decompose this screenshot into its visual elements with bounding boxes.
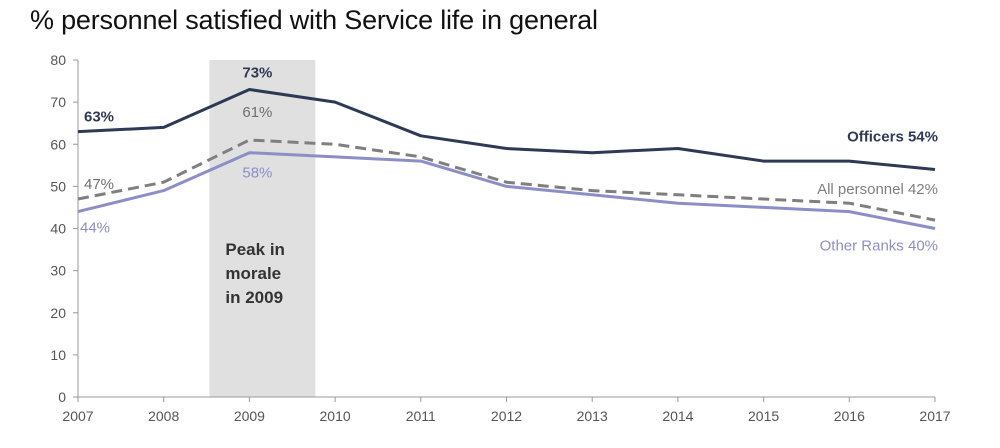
data-label-start: 63% [84,109,114,126]
peak-highlight-band [209,60,316,397]
data-label-peak: 58% [242,165,272,182]
series-end-label: Other Ranks 40% [820,238,938,255]
series-line-other-ranks [77,151,936,230]
x-tick-label: 2015 [748,408,779,424]
y-tick-label: 40 [50,221,66,237]
y-tick-label: 30 [50,263,66,279]
data-label-start: 47% [84,176,114,193]
series-line-officers [77,88,936,171]
data-label-peak: 61% [242,104,272,121]
peak-annotation-line: Peak in [225,240,285,259]
y-tick-label: 50 [50,178,66,194]
y-tick-label: 60 [50,136,66,152]
y-tick-label: 80 [50,52,66,68]
x-tick-label: 2013 [577,408,608,424]
data-label-peak: 73% [242,64,272,81]
y-tick-label: 0 [58,389,66,405]
x-tick-label: 2007 [62,408,93,424]
x-tick-label: 2017 [919,408,950,424]
x-tick-label: 2016 [834,408,865,424]
x-tick-label: 2010 [320,408,351,424]
peak-annotation-line: morale [225,264,281,283]
x-tick-label: 2009 [234,408,265,424]
peak-annotation-line: in 2009 [225,288,283,307]
x-tick-label: 2012 [491,408,522,424]
series-end-label: All personnel 42% [817,181,938,198]
series-end-label: Officers 54% [847,129,938,146]
x-tick-label: 2011 [406,408,436,424]
series-line-all-personnel [77,138,936,222]
y-tick-label: 20 [50,305,66,321]
x-tick-label: 2014 [662,408,693,424]
data-label-start: 44% [80,220,110,237]
y-tick-label: 70 [50,94,66,110]
x-tick-label: 2008 [148,408,179,424]
chart-title: % personnel satisfied with Service life … [30,5,598,35]
y-tick-label: 10 [50,347,66,363]
